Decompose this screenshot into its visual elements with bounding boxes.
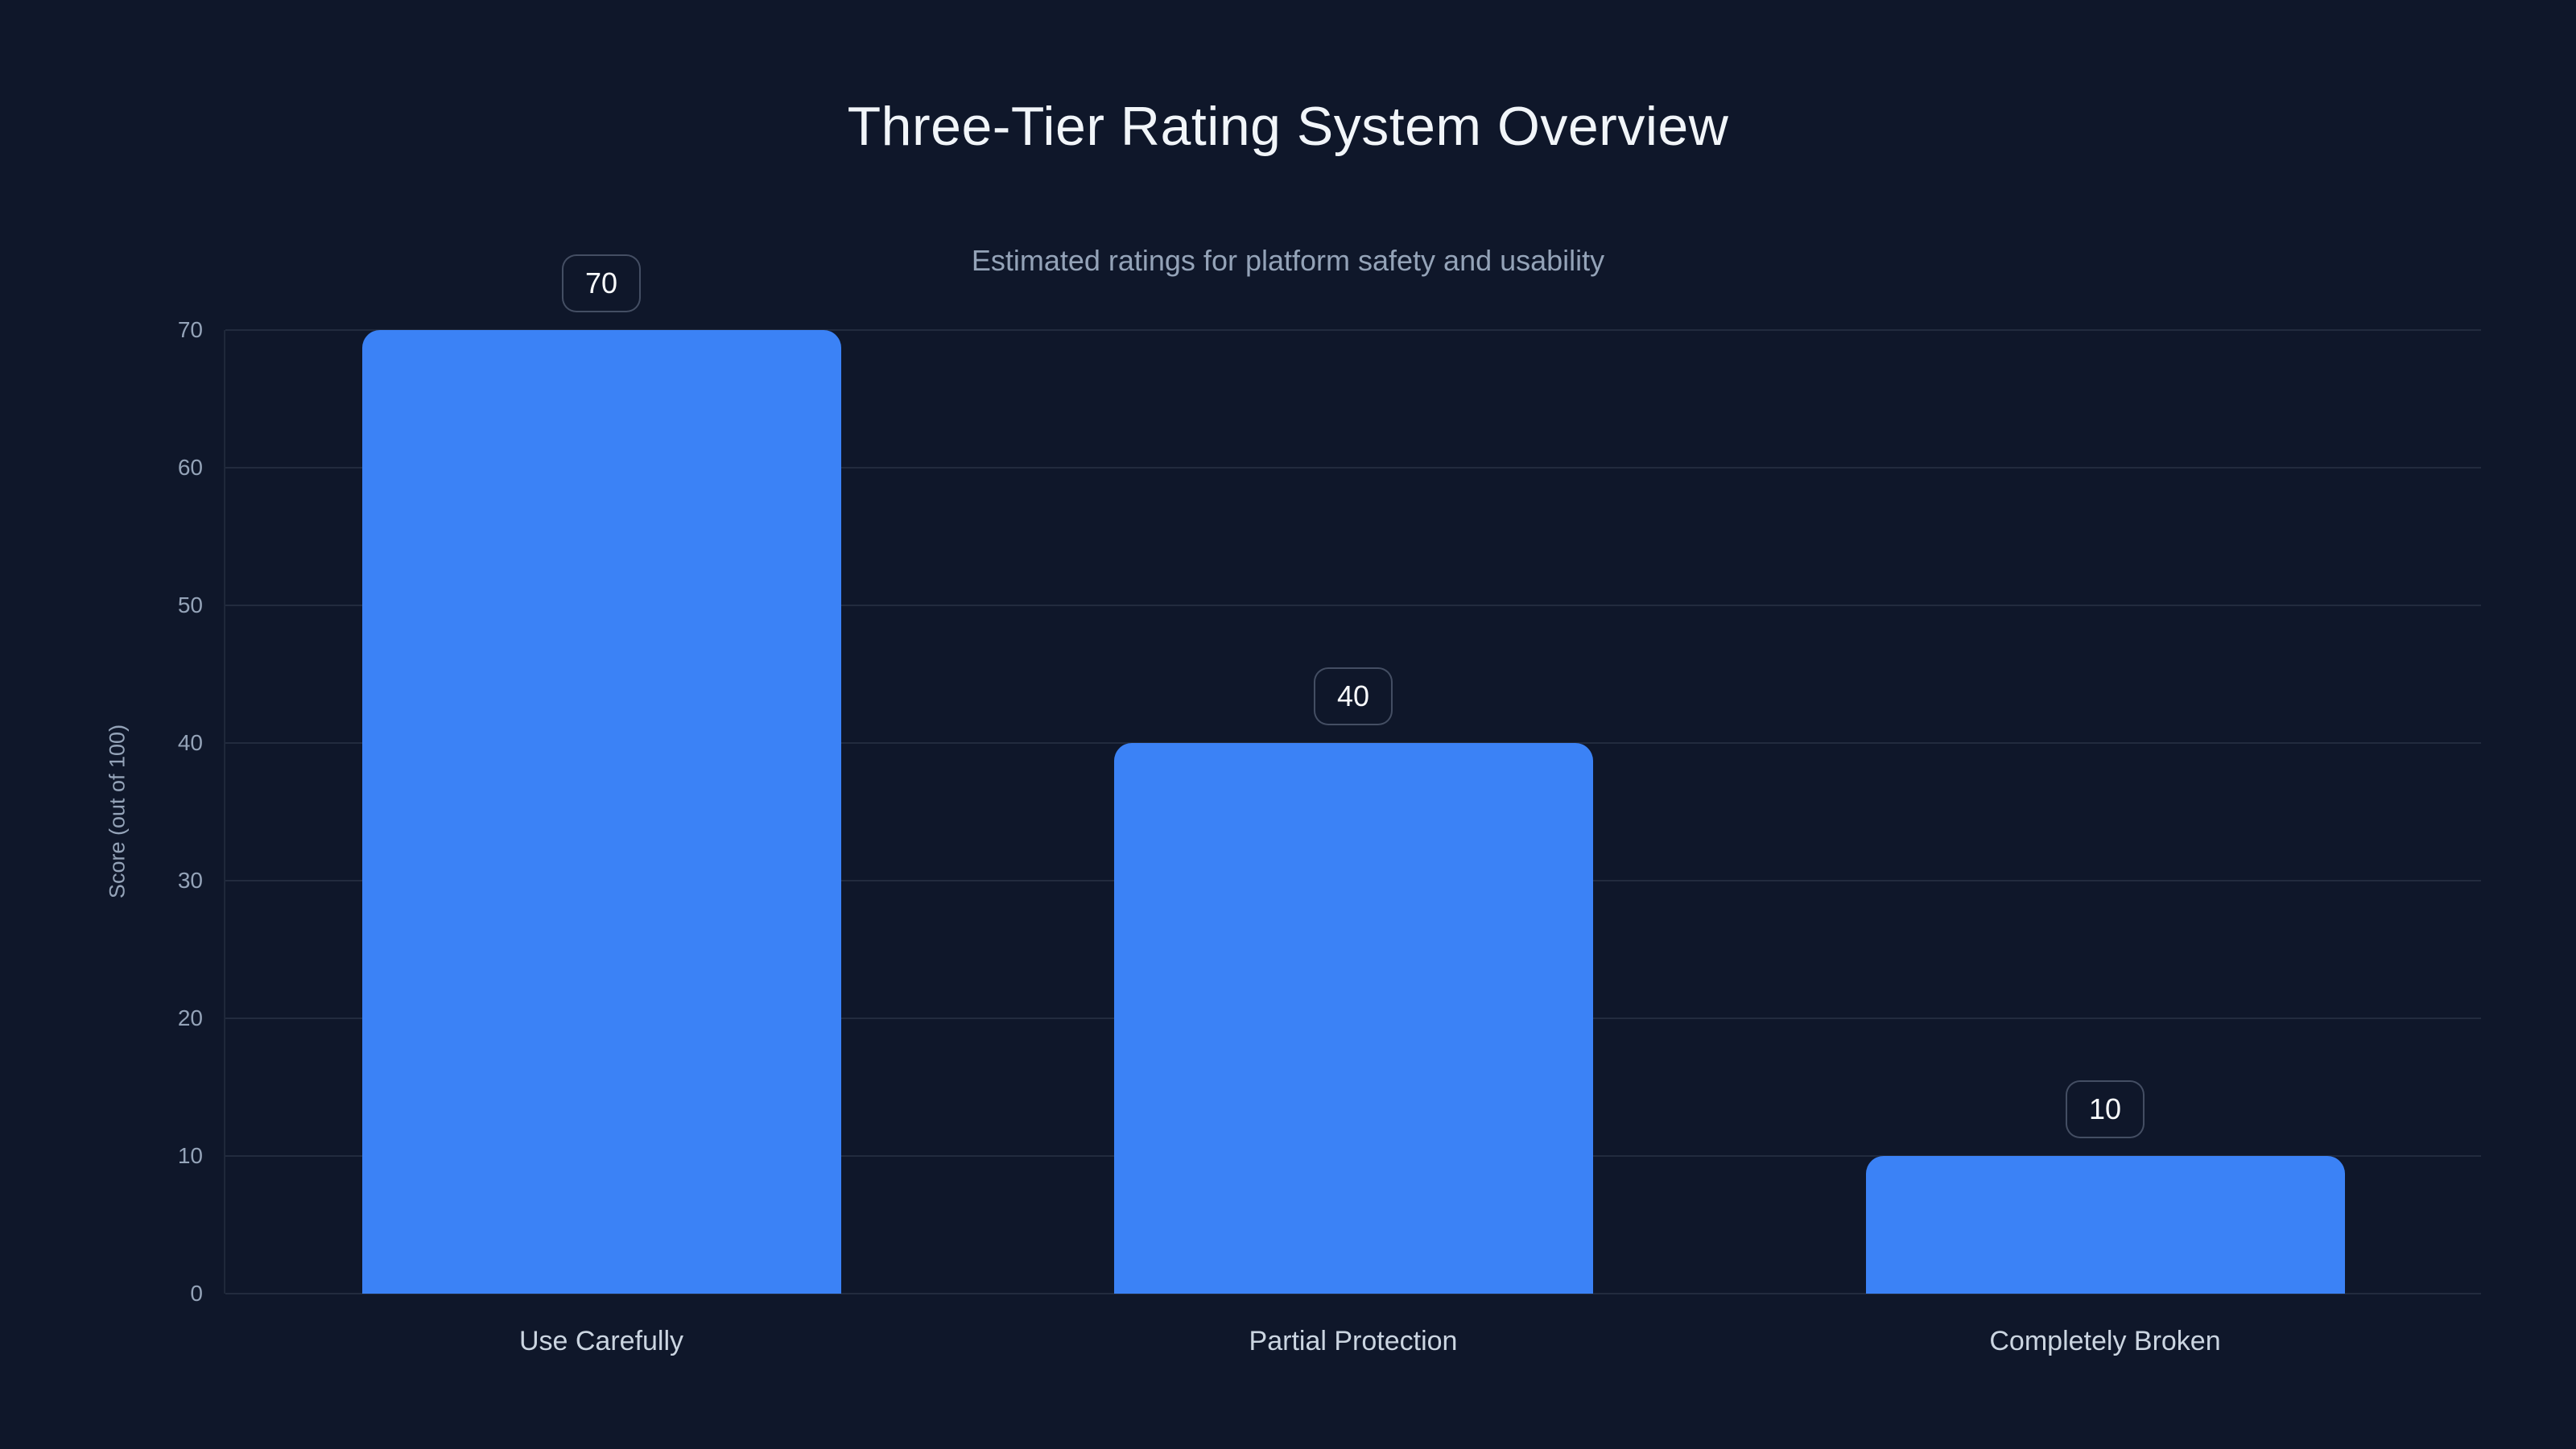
gridline-60 [225, 467, 2481, 469]
y-axis-title: Score (out of 100) [105, 724, 130, 899]
x-axis-label-partial-protection: Partial Protection [1249, 1326, 1458, 1356]
value-badge-completely-broken: 10 [2065, 1080, 2145, 1138]
x-axis-label-use-carefully: Use Carefully [518, 1326, 684, 1356]
y-tick-label-60: 60 [177, 455, 203, 480]
plot-area: 0 10 20 30 40 50 60 70 70 Use Carefully 40 Partial … [178, 254, 2481, 1356]
chart-subtitle: Estimated ratings for platform safety an… [971, 244, 1605, 277]
x-axis-label-completely-broken: Completely Broken [1989, 1326, 2221, 1356]
gridline-70 [225, 329, 2481, 331]
y-tick-label-40: 40 [177, 730, 203, 755]
gridline-0 [225, 1293, 2481, 1294]
bar-partial-protection [1113, 743, 1593, 1294]
gridline-50 [225, 605, 2481, 606]
y-tick-label-30: 30 [177, 868, 203, 893]
y-tick-label-0: 0 [190, 1281, 203, 1306]
value-badge-partial-protection: 40 [1313, 667, 1393, 725]
chart-title: Three-Tier Rating System Overview [847, 96, 1729, 157]
y-tick-label-10: 10 [177, 1143, 203, 1168]
bar-completely-broken [1865, 1156, 2345, 1294]
y-tick-label-50: 50 [177, 592, 203, 617]
y-tick-label-20: 20 [177, 1005, 203, 1030]
value-badge-use-carefully: 70 [561, 254, 642, 312]
y-tick-label-70: 70 [177, 317, 203, 342]
bar-use-carefully [361, 330, 841, 1294]
